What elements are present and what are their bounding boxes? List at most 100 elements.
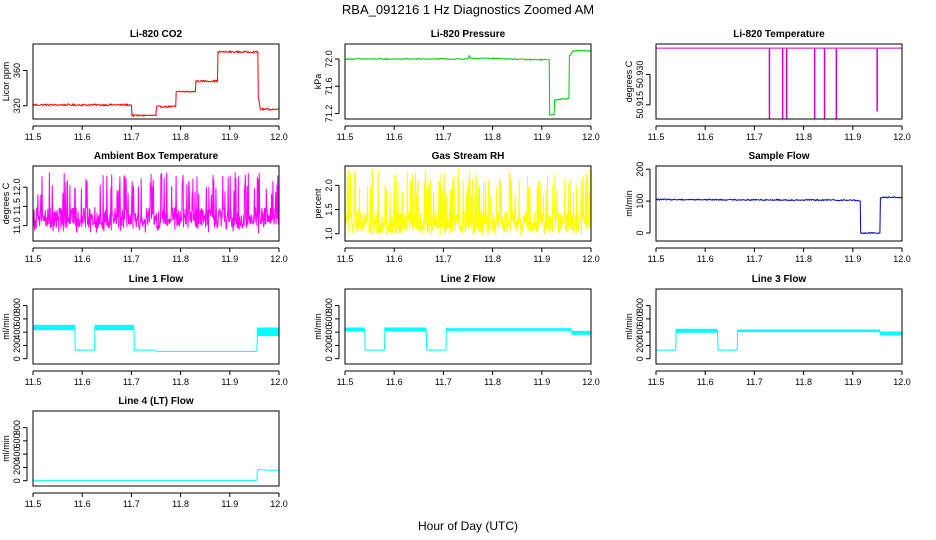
plot-frame [655,288,903,365]
x-tick-label: 11.5 [337,254,354,264]
y-axis-label: degrees C [624,60,634,102]
panel-4: Ambient Box Temperature degrees C 11.5 11.6… [1,151,288,264]
panel-title: Ambient Box Temperature [94,151,219,162]
y-tick-label: 400 [12,325,22,340]
y-tick-label: 800 [12,298,22,313]
data-series-line [33,172,279,234]
x-axis: 11.5 11.6 11.7 11.8 11.9 12.0 [337,125,600,142]
plot-area [33,49,279,118]
x-axis: 11.5 11.6 11.7 11.8 11.9 12.0 [648,125,911,142]
plot-area [656,328,902,351]
x-tick-label: 11.7 [435,254,452,264]
x-tick-label: 11.9 [533,254,550,264]
plot-frame [32,43,280,120]
plot-frame [655,165,903,242]
x-tick-label: 11.7 [746,254,763,264]
data-series-line [345,168,591,237]
data-series-line [656,47,902,119]
x-tick-label: 11.5 [648,132,665,142]
y-tick-label: 320 [12,98,22,113]
y-tick-label: 600 [12,433,22,448]
y-tick-label: 0 [324,356,334,361]
x-tick-label: 11.8 [484,377,501,387]
x-tick-label: 11.7 [435,377,452,387]
panel-title: Sample Flow [748,151,809,162]
data-series-line [345,329,591,351]
x-tick-label: 12.0 [270,254,288,264]
y-tick-label: 400 [12,447,22,462]
plot-frame [344,288,592,365]
x-tick-label: 11.6 [74,377,91,387]
x-tick-label: 11.5 [25,254,42,264]
x-tick-label: 11.7 [435,132,452,142]
y-axis-label: degrees C [1,182,11,224]
x-tick-label: 11.9 [844,132,861,142]
x-tick-label: 11.5 [648,377,665,387]
y-tick-label: 100 [635,194,645,209]
x-tick-label: 11.9 [221,132,238,142]
x-tick-label: 11.8 [795,377,812,387]
y-tick-label: 600 [12,311,22,326]
x-tick-label: 11.7 [746,377,763,387]
x-tick-label: 12.0 [582,377,600,387]
x-tick-label: 12.0 [893,377,911,387]
y-axis: 320 360 [12,63,28,113]
x-tick-label: 11.6 [386,377,403,387]
y-tick-label: 50.930 [635,61,645,89]
x-axis: 11.5 11.6 11.7 11.8 11.9 12.0 [648,247,911,264]
x-tick-label: 11.7 [123,254,140,264]
x-tick-label: 11.6 [697,377,714,387]
y-axis-label: ml/min [624,313,634,340]
y-tick-label: 200 [324,338,334,353]
x-tick-label: 11.8 [795,132,812,142]
y-axis: 11.0 11.5 12.0 [12,178,28,234]
y-axis: 71.2 71.6 72.0 [324,50,340,122]
data-series-line [656,330,902,351]
y-tick-label: 600 [635,311,645,326]
x-tick-label: 11.6 [386,254,403,264]
panel-2: Li-820 Pressure kPa 11.5 11.6 11.7 11.8 11.9 12… [313,29,600,142]
y-axis: 0 100 200 [635,162,651,236]
data-series-line [345,49,591,117]
x-tick-label: 11.8 [484,254,501,264]
panel-title: Line 1 Flow [129,274,184,285]
data-series-line [33,468,279,481]
y-tick-label: 1.0 [324,227,334,240]
x-tick-label: 12.0 [582,254,600,264]
plot-frame [655,43,903,120]
figure-x-axis-label: Hour of Day (UTC) [418,519,518,533]
y-axis-label: percent [313,188,323,219]
panel-title: Line 3 Flow [752,274,807,285]
y-tick-label: 2.0 [324,179,334,192]
x-axis: 11.5 11.6 11.7 11.8 11.9 12.0 [25,492,288,509]
x-tick-label: 11.7 [123,499,140,509]
x-tick-label: 11.7 [746,132,763,142]
x-tick-label: 11.6 [74,254,91,264]
x-tick-label: 12.0 [893,254,911,264]
x-tick-label: 11.5 [337,377,354,387]
y-tick-label: 400 [324,325,334,340]
y-tick-label: 50.915 [635,91,645,119]
panel-7: Line 1 Flow ml/min 11.5 11.6 11.7 11.8 11.9 12.… [1,274,288,387]
y-tick-label: 600 [324,311,334,326]
x-tick-label: 11.9 [844,377,861,387]
data-series-line [33,327,279,352]
x-axis: 11.5 11.6 11.7 11.8 11.9 12.0 [25,247,288,264]
x-tick-label: 11.5 [25,377,42,387]
figure-title: RBA_091216 1 Hz Diagnostics Zoomed AM [342,2,594,17]
y-tick-label: 200 [12,460,22,475]
x-tick-label: 11.5 [337,132,354,142]
x-tick-label: 11.8 [172,377,189,387]
y-tick-label: 200 [635,338,645,353]
x-tick-label: 11.8 [795,254,812,264]
x-tick-label: 11.5 [25,132,42,142]
y-tick-label: 0 [635,231,645,236]
